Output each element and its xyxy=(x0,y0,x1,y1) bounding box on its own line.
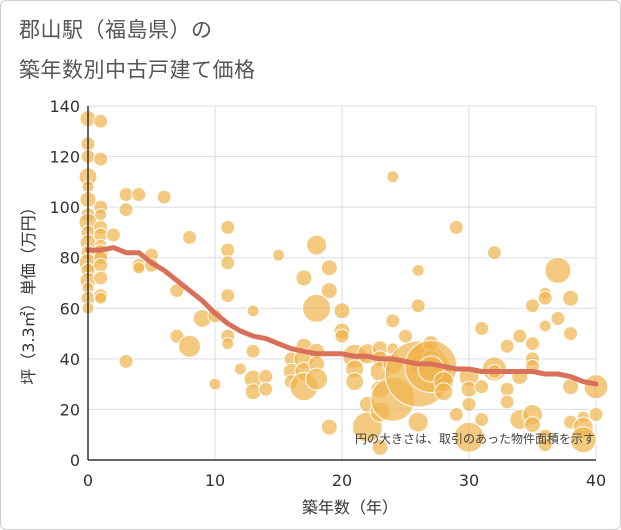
x-tick-label: 20 xyxy=(332,471,352,490)
trend-line xyxy=(85,245,599,387)
data-point xyxy=(461,396,477,412)
data-point xyxy=(525,336,540,352)
data-point xyxy=(550,310,566,326)
data-point xyxy=(105,227,121,243)
data-point xyxy=(474,321,490,337)
data-point xyxy=(583,374,609,400)
data-point xyxy=(499,394,515,410)
data-point xyxy=(524,416,541,434)
data-point xyxy=(221,337,235,351)
data-point xyxy=(453,421,485,453)
y-tick-label: 0 xyxy=(70,451,80,470)
data-point xyxy=(94,291,108,305)
data-point xyxy=(302,293,332,323)
size-note: 円の大きさは、取引のあった物件面積を示す xyxy=(355,431,595,446)
data-point xyxy=(448,219,464,235)
data-point xyxy=(333,302,351,320)
data-point xyxy=(320,418,338,436)
data-point xyxy=(244,383,262,401)
data-point xyxy=(93,151,109,167)
x-axis-label: 築年数（年） xyxy=(302,498,398,517)
data-point xyxy=(398,328,413,344)
data-point xyxy=(156,189,172,205)
data-point xyxy=(538,319,552,333)
data-point xyxy=(411,263,425,277)
data-point xyxy=(512,328,528,344)
data-point xyxy=(385,313,401,329)
x-tick-label: 30 xyxy=(459,471,479,490)
data-point xyxy=(486,245,502,261)
data-point xyxy=(178,334,202,358)
data-point xyxy=(320,259,338,277)
data-point xyxy=(132,261,146,275)
x-tick-label: 40 xyxy=(586,471,606,490)
data-point xyxy=(386,170,400,184)
tick-labels: 0 10 20 30 40 0 20 40 60 80 100 120 140 xyxy=(49,97,606,490)
data-point xyxy=(499,338,515,354)
data-point xyxy=(93,113,109,129)
data-point xyxy=(306,234,328,256)
data-point xyxy=(371,438,389,456)
data-point xyxy=(295,269,313,287)
data-point xyxy=(131,187,147,202)
data-point xyxy=(220,219,236,235)
data-point xyxy=(345,372,365,392)
y-tick-label: 20 xyxy=(60,400,80,419)
y-tick-label: 40 xyxy=(60,350,80,369)
data-point xyxy=(220,255,236,271)
data-point xyxy=(305,367,329,391)
data-point xyxy=(258,369,274,385)
trend-layer xyxy=(85,245,599,387)
data-point xyxy=(220,242,236,258)
data-point xyxy=(93,257,109,273)
chart-title-line-1: 郡山駅（福島県）の xyxy=(19,18,213,42)
grid-lines xyxy=(87,105,597,461)
y-tick-label: 100 xyxy=(49,198,80,217)
data-point xyxy=(320,282,338,300)
data-point xyxy=(118,202,134,218)
data-point xyxy=(407,411,429,433)
data-point xyxy=(118,187,134,202)
data-point xyxy=(208,377,222,391)
data-point xyxy=(220,288,236,304)
data-point xyxy=(525,298,540,314)
x-tick-label: 0 xyxy=(83,471,93,490)
y-tick-label: 80 xyxy=(60,249,80,268)
data-point xyxy=(118,353,134,369)
data-point xyxy=(93,270,109,286)
data-point xyxy=(258,381,274,397)
y-tick-label: 120 xyxy=(49,148,80,167)
data-point xyxy=(334,328,350,344)
data-point xyxy=(233,362,247,376)
data-point xyxy=(434,382,454,402)
data-point xyxy=(94,208,108,222)
axes xyxy=(87,106,596,461)
data-point xyxy=(182,229,198,245)
data-point xyxy=(272,248,285,262)
data-point xyxy=(474,379,490,395)
data-point xyxy=(537,437,553,453)
data-point xyxy=(499,381,515,397)
y-axis-label: 坪（3.3㎡）単価（万円） xyxy=(19,199,38,384)
data-point xyxy=(588,406,604,422)
data-point xyxy=(460,380,478,398)
data-point xyxy=(544,256,572,284)
x-tick-label: 10 xyxy=(205,471,225,490)
data-point xyxy=(474,412,490,428)
bubble-layer xyxy=(78,110,609,456)
data-point xyxy=(448,406,464,422)
data-point xyxy=(410,298,426,314)
data-point xyxy=(563,326,579,342)
data-point xyxy=(245,343,261,359)
chart-title-line-2: 築年数別中古戸建て価格 xyxy=(19,58,256,82)
y-tick-label: 140 xyxy=(49,97,80,116)
y-tick-label: 60 xyxy=(60,299,80,318)
data-point xyxy=(562,289,580,307)
data-point xyxy=(537,290,553,306)
data-point xyxy=(246,304,260,318)
data-point xyxy=(569,426,597,454)
